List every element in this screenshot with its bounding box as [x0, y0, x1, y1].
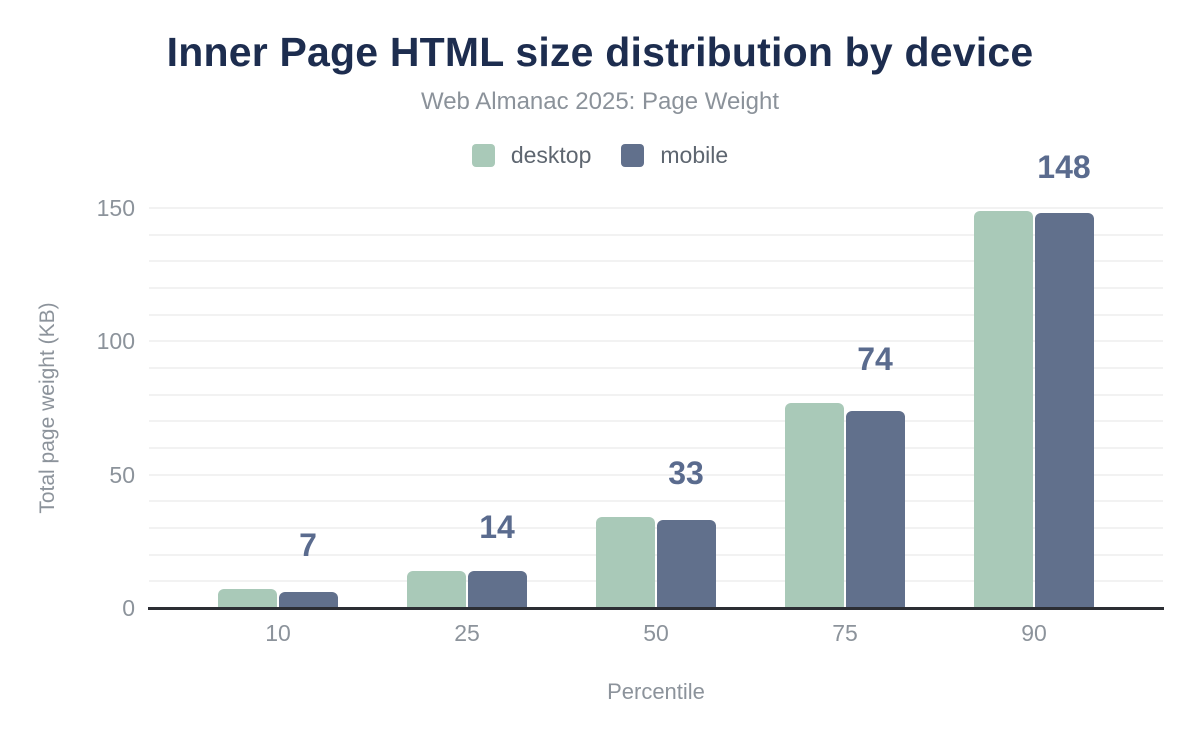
gridline-70	[149, 420, 1163, 423]
bar-desktop-75	[785, 403, 844, 608]
bar-value-label-90: 148	[1037, 148, 1091, 185]
gridline-10	[149, 580, 1163, 583]
bar-mobile-10	[279, 592, 338, 608]
gridline-20	[149, 553, 1163, 556]
x-axis-title: Percentile	[607, 679, 705, 704]
gridline-90	[149, 367, 1163, 369]
bar-value-label-50: 33	[668, 455, 704, 492]
y-tick-label-0: 0	[122, 595, 135, 621]
x-tick-label-90: 90	[1021, 620, 1047, 646]
x-tick-label-50: 50	[643, 620, 669, 646]
gridline-110	[149, 313, 1163, 316]
gridline-30	[149, 527, 1163, 529]
chart-subtitle: Web Almanac 2025: Page Weight	[420, 88, 779, 115]
bar-value-label-10: 7	[299, 527, 317, 564]
gridline-80	[149, 393, 1163, 396]
bar-value-label-75: 74	[857, 340, 893, 377]
bar-mobile-90	[1035, 213, 1094, 608]
gridline-130	[149, 260, 1163, 263]
gridline-120	[149, 287, 1163, 289]
bar-desktop-50	[596, 517, 655, 608]
x-tick-label-25: 25	[454, 620, 480, 646]
x-axis-line	[148, 607, 1164, 610]
y-tick-label-150: 150	[96, 195, 135, 221]
legend-label-mobile: mobile	[660, 141, 729, 168]
bar-value-label-25: 14	[479, 508, 515, 545]
gridline-150	[149, 207, 1163, 209]
y-tick-label-100: 100	[96, 328, 135, 354]
bar-desktop-25	[407, 571, 466, 608]
legend-swatch-desktop-icon	[471, 143, 495, 167]
legend-swatch-mobile-icon	[621, 143, 645, 167]
bar-mobile-25	[468, 571, 527, 608]
gridline-40	[149, 500, 1163, 503]
y-tick-label-50: 50	[109, 462, 135, 488]
gridline-100	[149, 340, 1163, 343]
gridline-140	[149, 233, 1163, 236]
legend: desktop mobile	[0, 141, 1200, 169]
legend-label-desktop: desktop	[510, 141, 592, 168]
gridline-50	[149, 473, 1163, 476]
chart-title: Inner Page HTML size distribution by dev…	[166, 29, 1034, 75]
bar-desktop-10	[218, 589, 277, 608]
x-tick-label-75: 75	[832, 620, 858, 646]
plot-area: 7 14 33 74 148	[149, 151, 1163, 608]
bar-mobile-50	[657, 520, 716, 608]
legend-item-desktop[interactable]: desktop	[471, 141, 592, 168]
gridline-60	[149, 447, 1163, 449]
x-tick-label-10: 10	[265, 620, 291, 646]
legend-item-mobile[interactable]: mobile	[621, 141, 729, 168]
bar-mobile-75	[846, 411, 905, 608]
bar-desktop-90	[974, 211, 1033, 608]
